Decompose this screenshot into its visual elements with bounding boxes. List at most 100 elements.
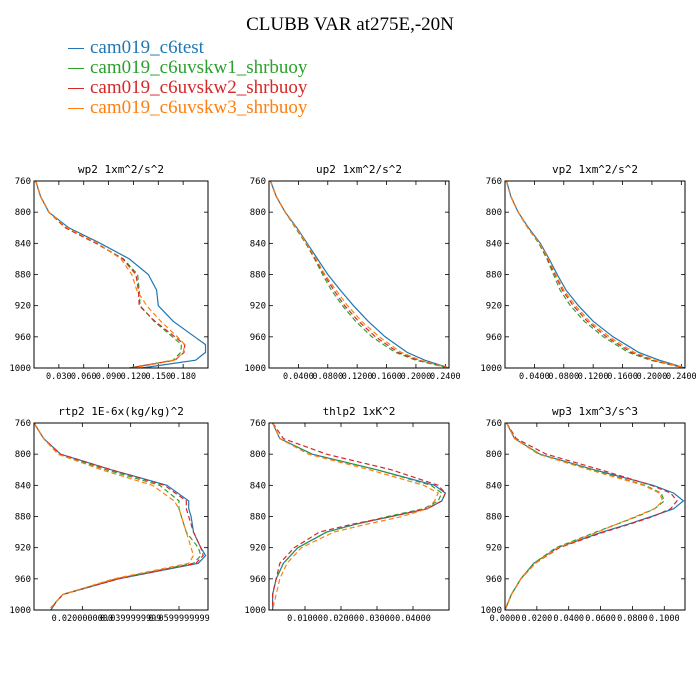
y-tick-label: 1000 <box>9 606 31 616</box>
y-tick-label: 800 <box>15 450 31 460</box>
y-tick-label: 840 <box>486 481 502 491</box>
y-tick-label: 920 <box>486 302 502 312</box>
y-tick-label: 800 <box>250 450 266 460</box>
y-tick-label: 840 <box>250 481 266 491</box>
y-tick-label: 880 <box>15 513 31 523</box>
y-tick-label: 800 <box>486 208 502 218</box>
y-tick-label: 880 <box>15 271 31 281</box>
x-tick-label: 0.180 <box>170 372 196 382</box>
legend-label: cam019_c6uvskw3_shrbuoy <box>90 97 308 118</box>
y-tick-label: 1000 <box>480 364 502 374</box>
y-tick-label: 760 <box>250 177 266 187</box>
profile-panel: up2 1xm^2/s^2 760 800 840 880 920 960 1000 0.040… <box>244 163 460 382</box>
series-line <box>35 180 186 369</box>
y-tick-label: 920 <box>250 544 266 554</box>
y-tick-label: 1000 <box>244 606 266 616</box>
series-line <box>35 180 186 369</box>
x-tick-label: 0.0000 <box>490 614 521 624</box>
legend-label: cam019_c6uvskw2_shrbuoy <box>90 77 308 98</box>
y-tick-label: 880 <box>250 271 266 281</box>
series-line <box>272 422 439 611</box>
x-tick-label: 0.01000 <box>287 614 323 624</box>
y-tick-label: 880 <box>486 271 502 281</box>
x-tick-label: 0.150 <box>145 372 171 382</box>
y-tick-label: 960 <box>250 575 266 585</box>
plot-frame <box>268 180 450 369</box>
x-tick-label: 0.0800 <box>617 614 648 624</box>
x-tick-label: 0.0800 <box>548 372 579 382</box>
y-tick-label: 960 <box>15 333 31 343</box>
y-tick-label: 760 <box>486 177 502 187</box>
x-tick-label: 0.1000 <box>649 614 680 624</box>
y-tick-label: 760 <box>15 419 31 429</box>
series-line <box>272 422 443 610</box>
series-line <box>504 422 666 611</box>
panel-title: wp2 1xm^2/s^2 <box>78 163 164 176</box>
x-tick-label: 0.2000 <box>637 372 668 382</box>
series-line <box>504 422 685 611</box>
y-tick-label: 760 <box>15 177 31 187</box>
x-tick-label: 0.2000 <box>401 372 432 382</box>
profile-panel: thlp2 1xK^2 760 800 840 880 920 960 1000 0.01000… <box>244 405 450 624</box>
y-tick-label: 1000 <box>244 364 266 374</box>
series-line <box>269 180 450 369</box>
y-tick-label: 960 <box>486 333 502 343</box>
x-tick-label: 0.0599999999 <box>148 614 209 624</box>
panel-title: wp3 1xm^3/s^3 <box>552 405 638 418</box>
legend-label: cam019_c6test <box>90 37 204 58</box>
x-tick-label: 0.2400 <box>666 372 697 382</box>
series-line <box>269 180 450 369</box>
legend-label: cam019_c6uvskw1_shrbuoy <box>90 57 308 78</box>
x-tick-label: 0.04000 <box>395 614 431 624</box>
plot-frame <box>33 422 209 611</box>
panel-title: thlp2 1xK^2 <box>323 405 396 418</box>
plot-frame <box>504 422 686 611</box>
series-line <box>33 422 195 611</box>
x-tick-label: 0.030 <box>46 372 72 382</box>
x-tick-label: 0.0800 <box>312 372 343 382</box>
x-tick-label: 0.1600 <box>607 372 638 382</box>
x-tick-label: 0.0400 <box>519 372 550 382</box>
series-line <box>35 180 207 369</box>
figure-title: CLUBB VAR at275E,-20N <box>246 14 454 35</box>
series-line <box>272 422 447 610</box>
legend-entry: cam019_c6test <box>68 38 307 58</box>
y-tick-label: 920 <box>250 302 266 312</box>
series-line <box>505 180 686 369</box>
x-tick-label: 0.0400 <box>553 614 584 624</box>
y-tick-label: 960 <box>486 575 502 585</box>
y-tick-label: 1000 <box>9 364 31 374</box>
profile-panel: vp2 1xm^2/s^2 760 800 840 880 920 960 1000 0.040… <box>480 163 696 382</box>
series-line <box>33 422 207 611</box>
series-line <box>35 180 183 369</box>
x-tick-label: 0.1200 <box>578 372 609 382</box>
legend-swatch <box>68 47 84 49</box>
y-tick-label: 760 <box>486 419 502 429</box>
profile-panel: rtp2 1E-6x(kg/kg)^2 760 800 840 880 920 960 100… <box>9 405 209 624</box>
x-tick-label: 0.1200 <box>342 372 373 382</box>
x-tick-label: 0.090 <box>96 372 122 382</box>
legend-entry: cam019_c6uvskw2_shrbuoy <box>68 78 307 98</box>
profile-panel: wp3 1xm^3/s^3 760 800 840 880 920 960 10000.000… <box>480 405 686 624</box>
y-tick-label: 760 <box>250 419 266 429</box>
series-line <box>269 180 450 369</box>
y-tick-label: 960 <box>250 333 266 343</box>
legend-entry: cam019_c6uvskw3_shrbuoy <box>68 98 307 118</box>
x-tick-label: 0.0200000000 <box>52 614 113 624</box>
plot-frame <box>504 180 686 369</box>
y-tick-label: 960 <box>15 575 31 585</box>
y-tick-label: 840 <box>250 239 266 249</box>
x-tick-label: 0.060 <box>71 372 97 382</box>
y-tick-label: 840 <box>486 239 502 249</box>
series-line <box>505 180 686 369</box>
series-line <box>504 422 678 611</box>
y-tick-label: 800 <box>486 450 502 460</box>
y-tick-label: 840 <box>15 481 31 491</box>
series-line <box>505 180 686 369</box>
y-tick-label: 1000 <box>480 606 502 616</box>
x-tick-label: 0.1600 <box>371 372 402 382</box>
y-tick-label: 800 <box>250 208 266 218</box>
legend: cam019_c6test cam019_c6uvskw1_shrbuoy ca… <box>68 38 307 118</box>
